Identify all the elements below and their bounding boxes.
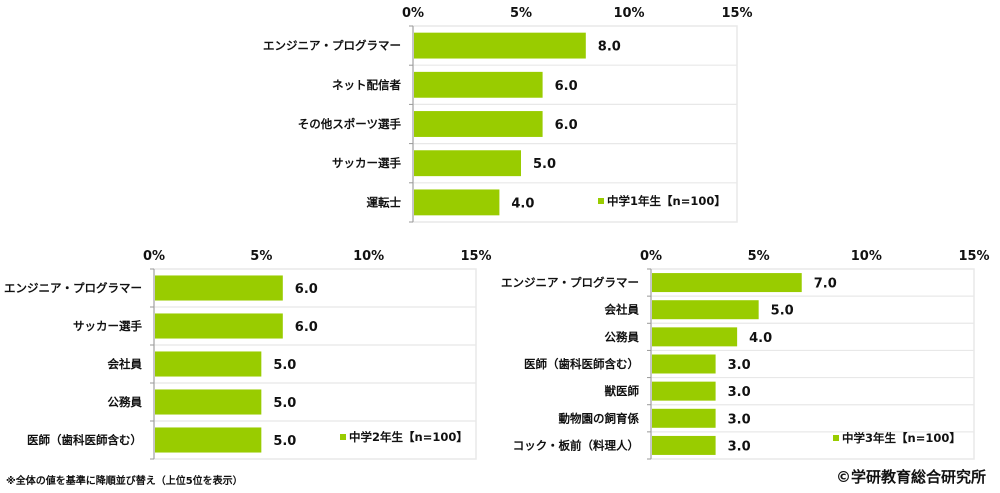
- bar: [652, 273, 802, 293]
- copyright-credit: ©学研教育総合研究所: [835, 468, 986, 486]
- value-label: 5.0: [273, 358, 296, 373]
- category-label: 会社員: [107, 357, 143, 371]
- category-label: サッカー選手: [332, 156, 401, 170]
- bar: [155, 427, 262, 453]
- value-label: 5.0: [533, 157, 556, 172]
- category-label: コック・板前（料理人）: [513, 438, 639, 452]
- category-label: サッカー選手: [73, 319, 142, 333]
- bar: [652, 327, 738, 347]
- category-label: 公務員: [108, 395, 143, 409]
- legend-label: 中学3年生【n=100】: [842, 431, 961, 445]
- bar: [155, 275, 283, 301]
- value-label: 6.0: [295, 282, 318, 297]
- category-label: その他スポーツ選手: [298, 117, 402, 131]
- bar: [652, 381, 716, 401]
- value-label: 5.0: [771, 304, 794, 319]
- bar: [414, 71, 543, 98]
- value-label: 3.0: [728, 385, 751, 400]
- x-tick-label: 5%: [748, 249, 770, 264]
- x-tick-label: 10%: [851, 249, 882, 264]
- bar: [652, 408, 716, 428]
- category-label: エンジニア・プログラマー: [263, 39, 401, 53]
- category-label: 運転士: [367, 195, 402, 209]
- chart-grade1: 0% 5% 10% 15% エンジニア・プログラマー 8.0 ネット配信者 6.0 その他スポー…: [0, 0, 1000, 240]
- bar: [414, 111, 543, 137]
- bar: [414, 150, 521, 177]
- category-label: 医師（歯科医師含む）: [524, 357, 639, 371]
- bar: [652, 435, 716, 455]
- category-label: エンジニア・プログラマー: [501, 276, 639, 290]
- value-label: 5.0: [273, 396, 296, 411]
- x-tick-label: 15%: [721, 6, 752, 21]
- bar: [155, 351, 262, 377]
- value-label: 6.0: [295, 320, 318, 335]
- value-label: 8.0: [598, 40, 621, 55]
- value-label: 4.0: [511, 196, 534, 211]
- chart-grade2: 0% 5% 10% 15% エンジニア・プログラマー 6.0 サッカー選手 6.0 会社員 5.0…: [4, 249, 492, 460]
- bar: [155, 389, 262, 415]
- value-label: 3.0: [728, 358, 751, 373]
- value-label: 3.0: [728, 439, 751, 454]
- x-tick-label: 0%: [143, 249, 165, 264]
- legend-label: 中学2年生【n=100】: [349, 430, 468, 444]
- x-tick-label: 0%: [640, 249, 662, 264]
- category-label: 公務員: [605, 330, 640, 344]
- x-tick-label: 5%: [250, 249, 272, 264]
- category-label: 会社員: [604, 303, 640, 317]
- legend-label: 中学1年生【n=100】: [607, 194, 726, 208]
- footnote: ※全体の値を基準に降順並び替え（上位5位を表示）: [6, 476, 243, 487]
- value-label: 5.0: [273, 434, 296, 449]
- legend-swatch: [598, 198, 604, 204]
- value-label: 4.0: [749, 331, 772, 346]
- category-label: 医師（歯科医師含む）: [27, 433, 142, 447]
- bar: [414, 189, 500, 216]
- bar: [652, 300, 759, 320]
- x-tick-label: 15%: [460, 249, 491, 264]
- bar: [155, 313, 283, 339]
- value-label: 6.0: [555, 79, 578, 94]
- x-tick-label: 10%: [613, 6, 644, 21]
- bar: [652, 354, 716, 374]
- bar: [414, 32, 586, 59]
- legend-swatch: [833, 435, 839, 441]
- category-label: 獣医師: [605, 384, 640, 398]
- category-label: 動物園の飼育係: [559, 411, 640, 425]
- category-label: ネット配信者: [332, 78, 401, 92]
- value-label: 7.0: [814, 277, 837, 292]
- value-label: 6.0: [555, 118, 578, 133]
- x-tick-label: 15%: [958, 249, 989, 264]
- x-tick-label: 5%: [510, 6, 532, 21]
- x-tick-label: 10%: [353, 249, 384, 264]
- category-label: エンジニア・プログラマー: [4, 281, 142, 295]
- x-tick-label: 0%: [402, 6, 424, 21]
- legend-swatch: [340, 434, 346, 440]
- value-label: 3.0: [728, 412, 751, 427]
